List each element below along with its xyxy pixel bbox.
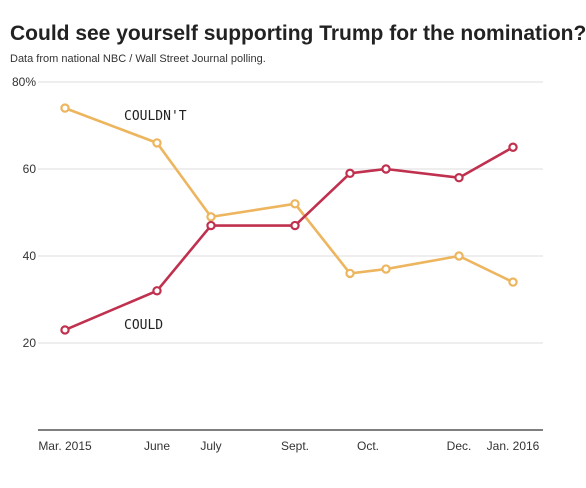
data-point-couldnt <box>152 138 162 148</box>
data-point-couldnt <box>381 264 391 274</box>
data-point-could <box>152 286 162 296</box>
series-line-couldnt <box>64 106 514 284</box>
data-point-couldnt <box>206 212 216 222</box>
x-axis-ticks: Mar. 2015 June July Sept. Oct. Dec. Jan. 2016 <box>38 439 539 453</box>
y-axis-ticks: 20 40 60 80% <box>12 75 36 350</box>
data-point-couldnt <box>60 103 70 113</box>
data-point-couldnt <box>508 277 518 287</box>
data-point-couldnt <box>345 268 355 279</box>
data-point-could <box>290 220 300 231</box>
y-tick-label: 60 <box>23 162 37 176</box>
x-tick-label: Dec. <box>447 439 472 453</box>
x-tick-label: July <box>200 439 221 453</box>
data-point-could <box>345 168 355 179</box>
chart-subtitle: Data from national NBC / Wall Street Jou… <box>10 53 266 65</box>
x-tick-label: Mar. 2015 <box>38 439 92 453</box>
data-point-could <box>508 142 518 152</box>
data-point-could <box>381 164 391 174</box>
series-line-could <box>64 146 514 332</box>
series-lines <box>60 103 518 335</box>
data-point-could <box>206 220 216 231</box>
data-point-couldnt <box>290 199 300 209</box>
x-tick-label: Oct. <box>357 439 379 453</box>
x-tick-label: Sept. <box>281 439 309 453</box>
grid-lines <box>38 81 543 431</box>
x-tick-label: Jan. 2016 <box>487 439 540 453</box>
y-tick-label: 80% <box>12 75 36 89</box>
data-point-could <box>454 172 464 183</box>
x-tick-label: June <box>144 439 170 453</box>
series-label-could: COULD <box>124 318 163 333</box>
data-point-could <box>60 325 70 335</box>
chart-title: Could see yourself supporting Trump for … <box>10 22 586 45</box>
y-tick-label: 20 <box>23 336 37 350</box>
y-tick-label: 40 <box>23 249 37 263</box>
data-point-couldnt <box>454 251 464 261</box>
series-label-couldnt: COULDN'T <box>124 109 187 124</box>
